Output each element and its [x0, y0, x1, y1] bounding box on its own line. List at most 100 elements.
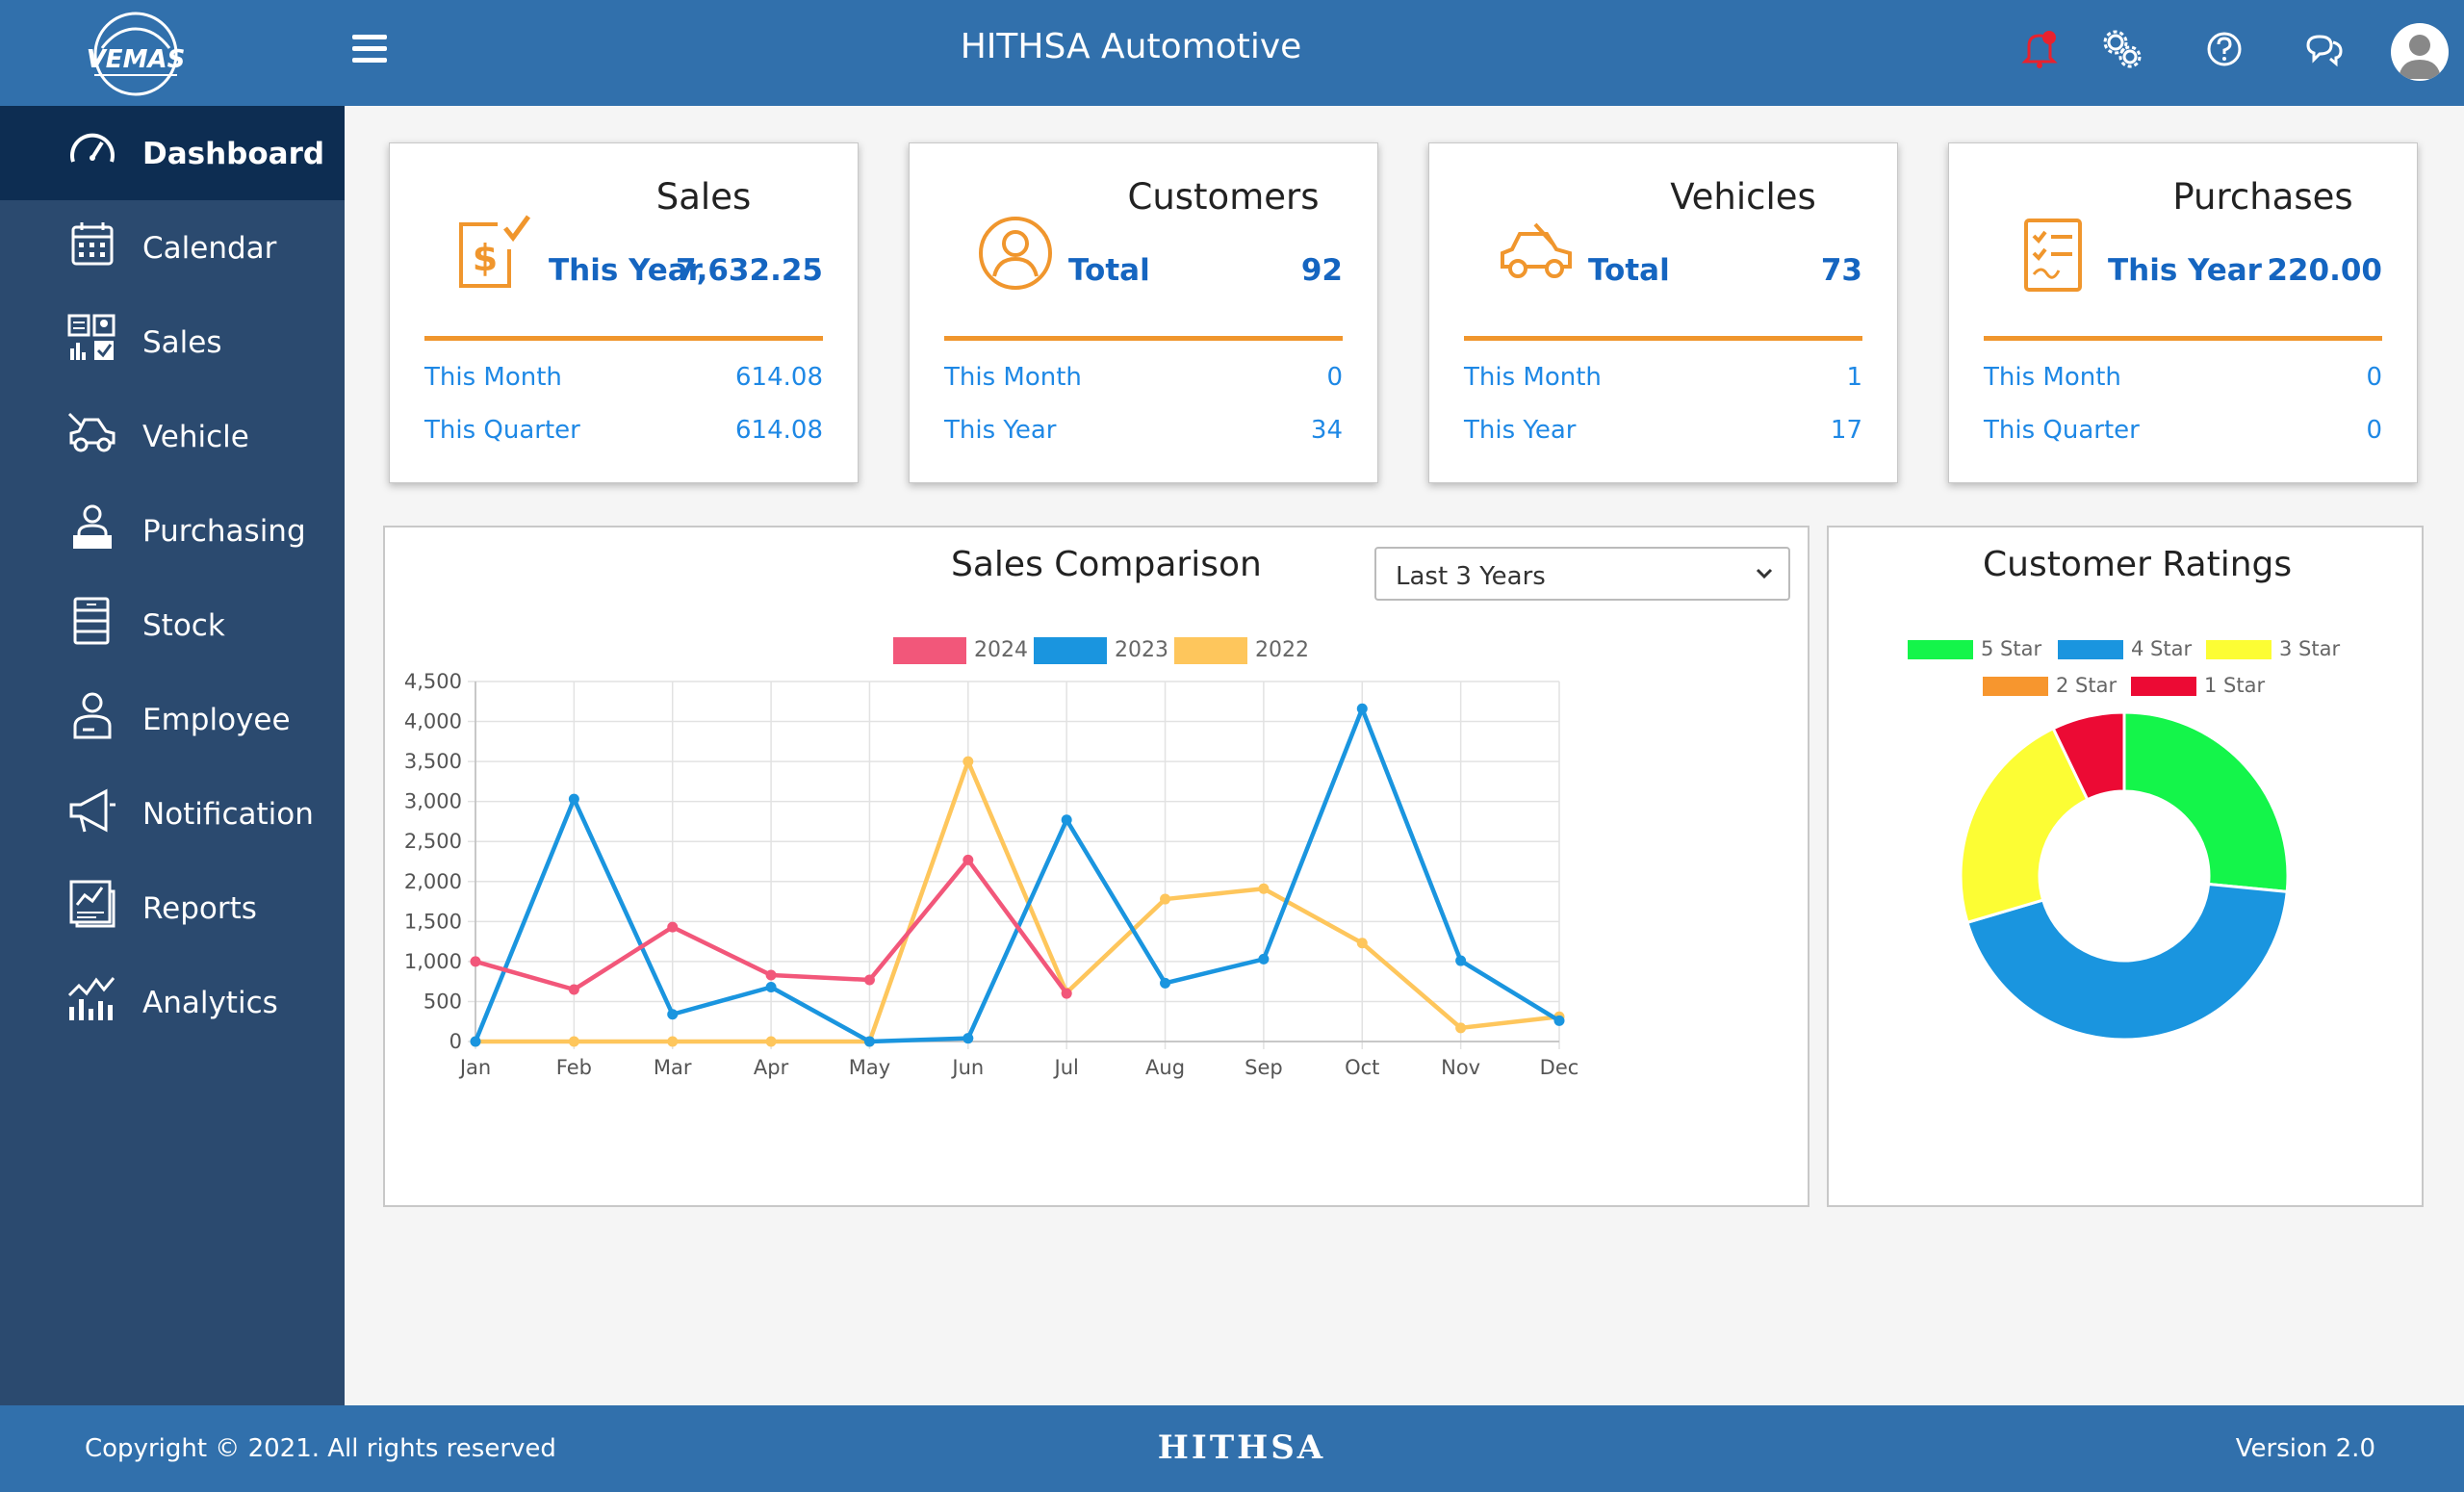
megaphone-icon	[69, 788, 116, 833]
reports-icon	[69, 880, 116, 928]
legend-item[interactable]: 2024	[893, 637, 1028, 664]
sidebar-item-label: Notification	[142, 797, 314, 832]
chevron-down-icon	[1756, 568, 1773, 579]
menu-toggle-button[interactable]	[352, 35, 387, 64]
user-avatar-icon[interactable]	[2391, 23, 2449, 81]
legend-item[interactable]: 5 Star	[1908, 637, 2041, 660]
data-point	[568, 1036, 579, 1047]
sidebar-item-purchasing[interactable]: Purchasing	[0, 483, 345, 578]
sidebar-item-dashboard[interactable]: Dashboard	[0, 106, 345, 200]
row-value: 0	[2366, 416, 2382, 445]
card-row: This Month 1	[1464, 363, 1862, 392]
donut-chart	[1959, 710, 2290, 1042]
calendar-icon	[71, 222, 114, 266]
data-point	[470, 1036, 481, 1047]
y-tick-label: 4,000	[404, 710, 462, 733]
legend-item[interactable]: 1 Star	[2131, 674, 2265, 697]
donut-slice-1-star	[2051, 710, 2126, 802]
vemas-logo[interactable]: VEMAS	[73, 8, 198, 100]
purchases-card[interactable]: Purchases This Year 220.00 This Month 0 …	[1948, 142, 2418, 483]
checklist-icon	[2024, 219, 2082, 292]
row-value: 17	[1830, 416, 1862, 445]
bell-icon[interactable]	[2017, 27, 2062, 71]
card-row: This Year 34	[944, 416, 1343, 445]
x-tick-label: Jul	[1053, 1056, 1079, 1079]
x-tick-label: May	[849, 1056, 890, 1079]
sidebar-item-analytics[interactable]: Analytics	[0, 955, 345, 1049]
legend-item[interactable]: 2022	[1174, 637, 1309, 664]
y-tick-label: 2,000	[404, 870, 462, 893]
card-row: This Quarter 0	[1984, 416, 2382, 445]
x-tick-label: Aug	[1145, 1056, 1185, 1079]
sidebar-item-notification[interactable]: Notification	[0, 766, 345, 861]
y-tick-label: 3,000	[404, 790, 462, 813]
card-divider	[424, 336, 823, 341]
sidebar-item-label: Employee	[142, 703, 291, 737]
row-value: 614.08	[735, 363, 823, 392]
customer-icon	[979, 217, 1052, 290]
sidebar-item-vehicle[interactable]: Vehicle	[0, 389, 345, 483]
sidebar: Dashboard Calendar Sales	[0, 106, 345, 1405]
x-tick-label: Oct	[1345, 1056, 1379, 1079]
donut-slice-4-star	[1965, 882, 2289, 1042]
sales-card[interactable]: Sales $ This Year 7,632.25 This Month 61…	[389, 142, 859, 483]
sidebar-item-sales[interactable]: Sales	[0, 295, 345, 389]
sidebar-item-stock[interactable]: Stock	[0, 578, 345, 672]
legend-swatch	[1034, 637, 1107, 664]
row-label: This Month	[944, 363, 1082, 392]
purchasing-icon	[73, 504, 112, 549]
help-icon[interactable]	[2202, 27, 2246, 71]
legend-swatch	[2058, 640, 2123, 659]
legend-label: 2 Star	[2056, 674, 2118, 697]
legend-item[interactable]: 3 Star	[2206, 637, 2340, 660]
card-main-value: 7,632.25	[676, 253, 823, 288]
chat-icon[interactable]	[2302, 27, 2347, 71]
legend-swatch	[2206, 640, 2272, 659]
data-point	[1356, 938, 1368, 949]
sidebar-item-label: Purchasing	[142, 514, 306, 549]
data-point	[765, 969, 777, 981]
card-title: Sales	[655, 176, 752, 218]
card-divider	[1464, 336, 1862, 341]
card-main-value: 73	[1820, 253, 1862, 288]
data-point	[863, 1036, 875, 1047]
legend-item[interactable]: 2 Star	[1983, 674, 2117, 697]
data-point	[765, 1036, 777, 1047]
data-point	[962, 1033, 974, 1044]
card-main-label: This Year	[2108, 253, 2262, 288]
legend-item[interactable]: 2023	[1034, 637, 1168, 664]
sidebar-item-reports[interactable]: Reports	[0, 861, 345, 955]
legend-label: 2022	[1255, 638, 1309, 662]
period-select[interactable]: Last 3 Years	[1374, 547, 1790, 601]
sidebar-item-label: Analytics	[142, 986, 278, 1020]
sidebar-item-employee[interactable]: Employee	[0, 672, 345, 766]
legend-item[interactable]: 4 Star	[2058, 637, 2192, 660]
employee-icon	[73, 692, 112, 739]
data-point	[1061, 814, 1072, 826]
row-value: 0	[1326, 363, 1343, 392]
row-label: This Year	[1464, 416, 1577, 445]
sidebar-item-label: Calendar	[142, 231, 277, 266]
donut-slice-3-star	[1959, 726, 2090, 925]
row-value: 614.08	[735, 416, 823, 445]
sidebar-item-label: Vehicle	[142, 420, 249, 454]
card-row: This Month 614.08	[424, 363, 823, 392]
data-point	[1160, 977, 1171, 989]
customers-card[interactable]: Customers Total 92 This Month 0 This Yea…	[909, 142, 1378, 483]
data-point	[1455, 1022, 1467, 1034]
dollar-document-icon: $	[459, 215, 531, 288]
app-title: HITHSA Automotive	[960, 27, 1302, 66]
card-title: Vehicles	[1670, 176, 1816, 218]
data-point	[568, 793, 579, 805]
legend-swatch	[893, 637, 966, 664]
data-point	[1160, 893, 1171, 905]
row-label: This Month	[1464, 363, 1602, 392]
data-point	[1356, 703, 1368, 714]
row-label: This Quarter	[1984, 416, 2140, 445]
sidebar-item-label: Reports	[142, 891, 257, 926]
row-value: 34	[1310, 416, 1343, 445]
sidebar-item-calendar[interactable]: Calendar	[0, 200, 345, 295]
vehicles-card[interactable]: Vehicles Total 73 This Month 1 This Year…	[1428, 142, 1898, 483]
card-title: Purchases	[2172, 176, 2353, 218]
settings-icon[interactable]	[2100, 27, 2144, 71]
